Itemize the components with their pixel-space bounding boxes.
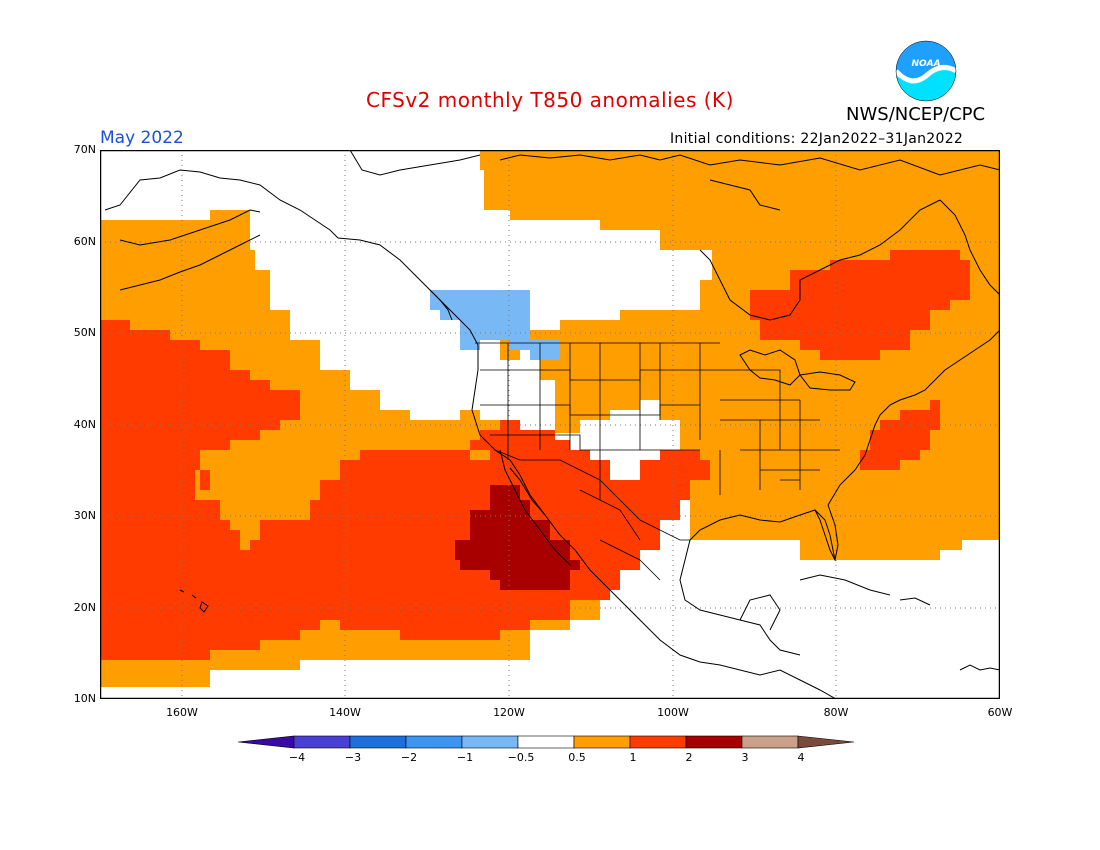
colorbar-segment-3 (405, 735, 463, 749)
colorbar-segment-8 (685, 735, 743, 749)
political-borders (475, 342, 840, 581)
map-frame (100, 150, 1000, 699)
lat-label-30n: 30N (73, 509, 96, 522)
lon-label-160w: 160W (166, 706, 198, 719)
initial-conditions-label: Initial conditions: 22Jan2022–31Jan2022 (670, 131, 964, 147)
svg-text:NOAA: NOAA (911, 59, 940, 69)
colorbar-tick-minus-0_5: −0.5 (507, 751, 535, 764)
colorbar-segment-4 (461, 735, 519, 749)
lon-label-80w: 80W (823, 706, 849, 719)
anomaly-map (100, 150, 1000, 699)
colorbar-segment-1 (293, 735, 351, 749)
colorbar-segment-5 (517, 735, 575, 749)
organization-label: NWS/NCEP/CPC (846, 104, 986, 125)
colorbar-segment-below-minus-4 (238, 735, 295, 749)
map-title: CFSv2 monthly T850 anomalies (K) (366, 88, 734, 112)
colorbar-segment-9 (741, 735, 799, 749)
lon-label-120w: 120W (493, 706, 525, 719)
colorbar-segment-2 (349, 735, 407, 749)
anomaly-2-to-3-region (455, 485, 580, 590)
colorbar-tick-2: 2 (685, 751, 693, 764)
neutral-regions (100, 150, 1000, 699)
noaa-logo: NOAA (894, 40, 958, 102)
colorbar-tick-minus-4: −4 (288, 751, 306, 764)
lat-label-70n: 70N (73, 143, 96, 156)
colorbar-tick-minus-2: −2 (400, 751, 418, 764)
lat-label-20n: 20N (73, 601, 96, 614)
colorbar-segment-6 (573, 735, 631, 749)
colorbar-tick-0_5: 0.5 (568, 751, 586, 764)
colorbar-segment-above-4 (797, 735, 855, 749)
colorbar-tick-minus-3: −3 (344, 751, 362, 764)
lon-label-100w: 100W (657, 706, 689, 719)
lon-label-140w: 140W (329, 706, 361, 719)
coastlines (104, 150, 1000, 699)
lon-label-60w: 60W (987, 706, 1013, 719)
colorbar-tick-1: 1 (629, 751, 637, 764)
lat-label-10n: 10N (73, 692, 96, 705)
colorbar-tick-minus-1: −1 (456, 751, 474, 764)
anomaly-0_5-to-1-tongue (195, 410, 470, 590)
colorbar-tick-4: 4 (797, 751, 805, 764)
colorbar-tick-3: 3 (741, 751, 749, 764)
lat-label-60n: 60N (73, 235, 96, 248)
color-scale-bar (238, 735, 855, 749)
colorbar-segment-7 (629, 735, 687, 749)
forecast-month-label: May 2022 (100, 128, 184, 148)
lat-label-40n: 40N (73, 418, 96, 431)
lat-lon-grid (100, 150, 1000, 699)
anomaly-minus-1-to-minus-0_5-region (430, 290, 560, 360)
lat-label-50n: 50N (73, 326, 96, 339)
